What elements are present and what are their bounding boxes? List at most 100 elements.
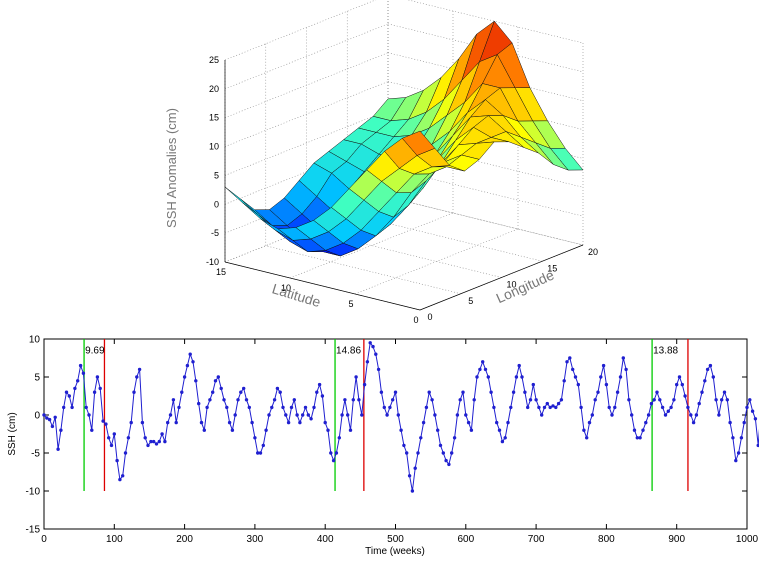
data-point	[725, 398, 729, 402]
data-point	[329, 451, 333, 455]
data-point	[78, 363, 83, 368]
z-grid-line	[387, 81, 584, 130]
data-point	[376, 367, 381, 372]
x-tick-label: 400	[317, 534, 334, 545]
data-point	[385, 413, 389, 417]
data-point	[295, 413, 299, 417]
data-point	[742, 420, 746, 425]
data-point	[194, 379, 198, 383]
data-point	[537, 405, 541, 410]
data-point	[208, 398, 212, 402]
data-point	[47, 417, 52, 422]
y-tick-label: -5	[31, 449, 40, 460]
data-point	[748, 398, 752, 402]
data-point	[627, 398, 631, 402]
line-chart: 0 100 200 300 400 500 600 700 800 900 1000-15-10-5…	[7, 335, 759, 557]
surface-ylabel: Longitude	[494, 267, 557, 307]
event-label: 9.69	[85, 346, 105, 357]
surface-axes: -10 -5 0 5 10 15 20 25 0 5 10 15 0 5 10 15 20	[206, 55, 598, 325]
data-point	[98, 386, 102, 391]
data-point	[444, 458, 448, 463]
line-ylabel: SSH (cm)	[7, 412, 18, 455]
z-tick-label: 15	[209, 113, 219, 123]
data-point	[365, 360, 370, 364]
data-point	[461, 390, 465, 394]
data-point	[430, 398, 434, 402]
data-point	[632, 428, 637, 432]
data-point	[466, 420, 471, 425]
y-grid-line	[347, 212, 543, 262]
data-point	[413, 466, 417, 470]
data-point	[458, 398, 462, 402]
data-point	[728, 420, 732, 425]
data-point	[517, 363, 521, 368]
data-point	[705, 367, 710, 372]
data-point	[677, 375, 682, 379]
data-point	[565, 360, 569, 364]
z-grid-line	[224, 110, 389, 176]
data-point	[180, 390, 184, 394]
z-tick-label: 5	[214, 170, 219, 180]
data-point	[652, 398, 656, 402]
x-tick-label: 0	[413, 315, 418, 325]
data-point	[630, 413, 634, 417]
data-point	[270, 405, 274, 410]
data-point	[739, 436, 744, 440]
data-point	[177, 405, 181, 410]
data-point	[306, 413, 310, 417]
data-point	[604, 382, 609, 387]
data-point	[343, 398, 347, 402]
x-tick-label: 900	[668, 534, 685, 545]
event-label: 13.88	[653, 346, 678, 357]
data-point	[109, 443, 114, 448]
data-point	[593, 398, 597, 402]
data-point	[722, 390, 727, 394]
data-point	[660, 405, 665, 410]
line-ticks: 0 100 200 300 400 500 600 700 800 900 1000-15-10-5…	[26, 335, 759, 546]
data-point	[160, 432, 164, 436]
data-point	[76, 379, 80, 383]
data-point	[284, 413, 288, 417]
data-point	[500, 439, 505, 444]
data-point	[472, 398, 476, 402]
data-point	[587, 420, 592, 425]
surface-mesh	[224, 20, 584, 257]
x-tick-label: 800	[598, 534, 615, 545]
data-point	[236, 398, 240, 402]
data-point	[399, 428, 403, 432]
data-point	[154, 442, 159, 446]
data-point	[272, 398, 277, 402]
data-point	[497, 428, 502, 432]
data-point	[624, 367, 628, 372]
data-point	[107, 436, 111, 440]
data-point	[708, 363, 713, 368]
data-point	[244, 398, 249, 402]
z-grid-line	[387, 52, 584, 102]
data-point	[447, 462, 451, 467]
data-point	[455, 413, 460, 417]
data-point	[368, 341, 372, 345]
data-point	[182, 375, 187, 379]
data-point	[348, 428, 353, 432]
data-point	[278, 390, 282, 394]
data-point	[388, 405, 392, 410]
data-point	[419, 436, 423, 440]
data-point	[666, 409, 670, 413]
data-point	[528, 398, 533, 402]
data-point	[239, 390, 243, 394]
data-point	[554, 405, 558, 410]
event-lines	[83, 339, 689, 491]
data-point	[720, 398, 724, 402]
data-point	[258, 451, 263, 455]
z-grid-line	[224, 81, 389, 147]
data-point	[87, 413, 91, 417]
data-point	[551, 404, 555, 408]
data-point	[646, 413, 651, 417]
data-point	[694, 413, 699, 417]
data-point	[267, 413, 271, 417]
z-tick-label: -10	[206, 257, 219, 267]
data-point	[478, 367, 482, 372]
data-point	[548, 405, 552, 410]
line-xlabel: Time (weeks)	[365, 546, 425, 557]
